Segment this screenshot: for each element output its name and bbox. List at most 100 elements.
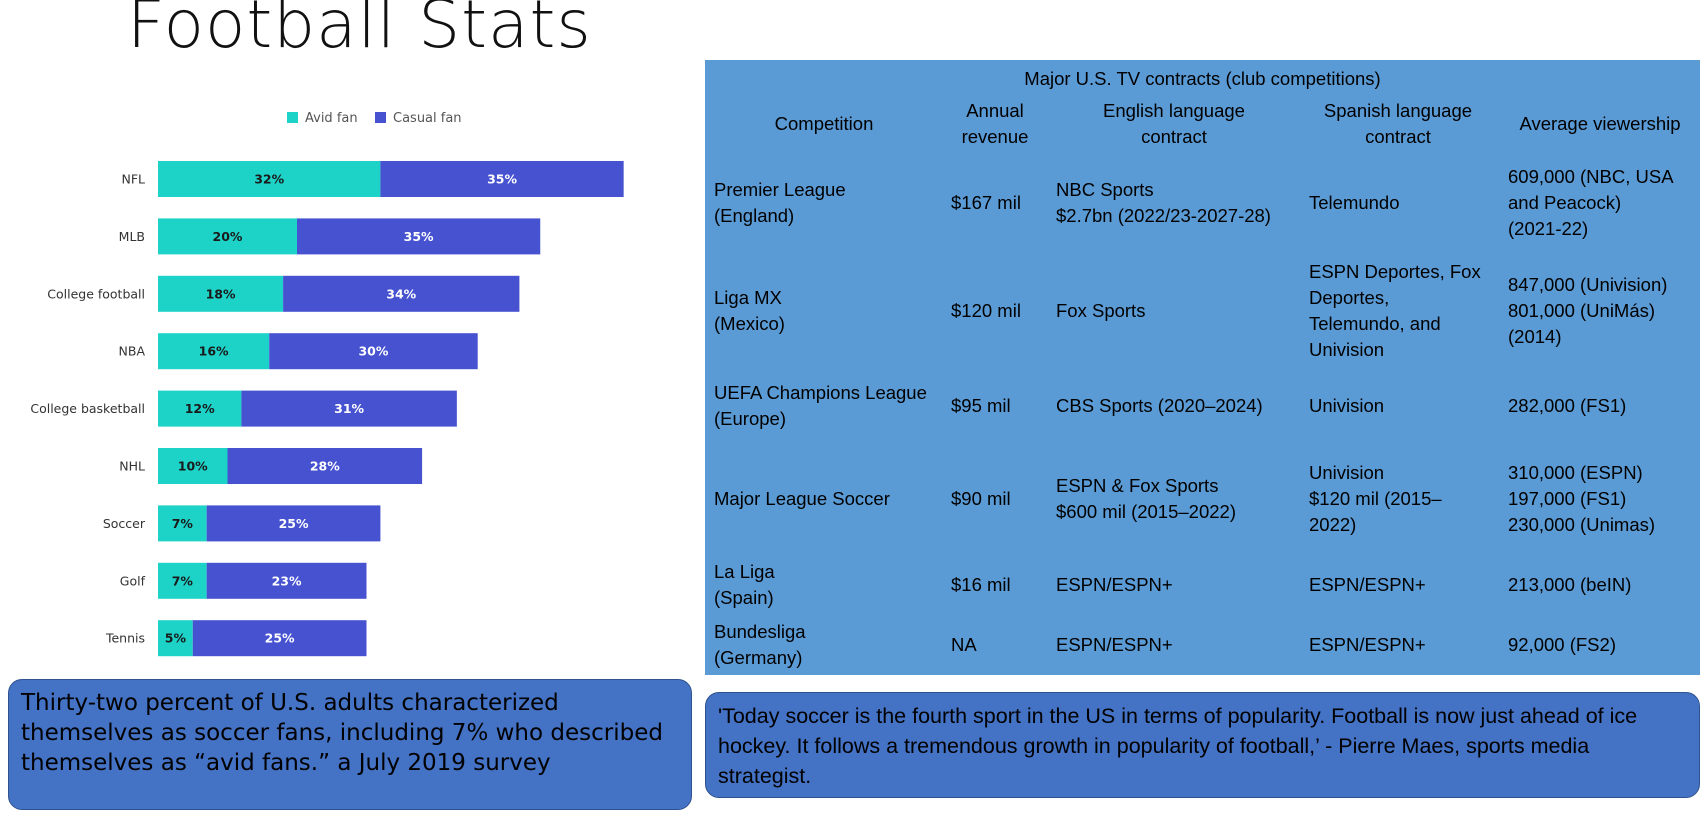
data-label-avid-fan-college-football: 18% — [206, 286, 236, 301]
header-line: English language — [1103, 100, 1245, 121]
cell-line: $2.7bn (2022/23-2027-28) — [1056, 205, 1271, 226]
table-cell-annual-revenue: $16 mil — [951, 555, 1051, 615]
cell-line: ESPN/ESPN+ — [1056, 574, 1173, 595]
table-cell-spanish-contract: Univision $120 mil (2015– 2022) — [1309, 444, 1504, 554]
cell-line: 847,000 (Univision) — [1508, 274, 1668, 295]
legend-label-casual-fan: Casual fan — [393, 111, 462, 126]
cell-line: $120 mil (2015– — [1309, 488, 1442, 509]
legend-swatch-avid-fan — [287, 112, 298, 123]
bar-avid-fan-soccer — [158, 505, 207, 542]
table-cell-annual-revenue: $167 mil — [951, 158, 1051, 248]
bar-avid-fan-nhl — [158, 448, 228, 484]
cell-line: ESPN/ESPN+ — [1309, 574, 1426, 595]
data-label-casual-fan-mlb: 35% — [404, 229, 434, 244]
category-label-mlb: MLB — [119, 229, 145, 244]
header-line: Competition — [774, 113, 874, 134]
table-caption: Major U.S. TV contracts (club competitio… — [1024, 68, 1381, 89]
data-label-avid-fan-mlb: 20% — [213, 229, 243, 244]
legend-swatch-casual-fan — [375, 112, 386, 123]
header-line: contract — [1141, 126, 1207, 147]
quote-note: 'Today soccer is the fourth sport in the… — [705, 692, 1700, 798]
bar-casual-fan-nhl — [227, 448, 423, 484]
bar-casual-fan-college-basketball — [241, 390, 457, 427]
table-cell-annual-revenue: NA — [951, 615, 1051, 675]
cell-line: Univision — [1309, 339, 1385, 360]
category-label-nfl: NFL — [121, 172, 145, 187]
category-label-golf: Golf — [120, 573, 146, 588]
cell-line: 801,000 (UniMás) — [1508, 300, 1656, 321]
cell-line: 197,000 (FS1) — [1508, 488, 1627, 509]
cell-line: $16 mil — [951, 574, 1011, 595]
cell-line: $600 mil (2015–2022) — [1056, 501, 1236, 522]
cell-line: 213,000 (beIN) — [1508, 574, 1632, 595]
category-label-college-football: College football — [47, 286, 145, 301]
cell-line: $95 mil — [951, 394, 1011, 416]
bar-avid-fan-tennis — [158, 620, 193, 657]
table-cell-spanish-contract: ESPN/ESPN+ — [1309, 555, 1504, 615]
table-cell-average-viewership: 282,000 (FS1) — [1508, 368, 1698, 443]
cell-line: Liga MX — [714, 287, 782, 308]
bar-casual-fan-nfl — [380, 161, 624, 197]
header-line: Average viewership — [1519, 113, 1681, 134]
table-cell-average-viewership: 609,000 (NBC, USA and Peacock) (2021-22) — [1508, 158, 1698, 248]
header-line: Spanish language — [1323, 100, 1473, 121]
tv-contracts-table: Major U.S. TV contracts (club competitio… — [705, 60, 1700, 675]
data-label-casual-fan-tennis: 25% — [265, 631, 295, 646]
cell-line: Telemundo, and — [1309, 313, 1441, 334]
category-label-tennis: Tennis — [105, 631, 145, 646]
header-line: Annual — [966, 100, 1024, 121]
header-annual-revenue: Annual revenue — [940, 98, 1050, 150]
data-label-casual-fan-nba: 30% — [358, 344, 388, 359]
table-cell-competition: UEFA Champions League (Europe) — [714, 368, 949, 443]
cell-line: (Spain) — [714, 587, 774, 608]
cell-line: $167 mil — [951, 192, 1021, 213]
bar-casual-fan-soccer — [206, 505, 381, 542]
table-cell-english-contract: NBC Sports $2.7bn (2022/23-2027-28) — [1056, 158, 1306, 248]
bar-casual-fan-college-football — [283, 275, 520, 312]
fan-share-bar-chart: Avid fan Casual fan NFL 32% 35% MLB 20% 35% Coll… — [30, 111, 624, 657]
bar-avid-fan-golf — [158, 562, 207, 599]
category-label-soccer: Soccer — [103, 516, 146, 531]
cell-line: ESPN Deportes, Fox — [1309, 261, 1481, 282]
bar-casual-fan-golf — [206, 562, 367, 599]
header-line: revenue — [961, 126, 1029, 147]
header-spanish-contract: Spanish language contract — [1288, 98, 1508, 150]
table-cell-annual-revenue: $120 mil — [951, 256, 1051, 366]
table-cell-english-contract: ESPN/ESPN+ — [1056, 615, 1306, 675]
bar-avid-fan-college-football — [158, 275, 284, 312]
cell-line: Telemundo — [1309, 192, 1400, 213]
data-label-avid-fan-college-basketball: 12% — [185, 401, 215, 416]
cell-line: (Germany) — [714, 647, 803, 668]
cell-line: Premier League — [714, 179, 846, 200]
cell-line: 609,000 (NBC, USA — [1508, 166, 1674, 187]
cell-line: Fox Sports — [1056, 300, 1146, 321]
data-label-avid-fan-golf: 7% — [172, 573, 194, 588]
cell-line: Major League Soccer — [714, 488, 890, 509]
table-cell-spanish-contract: ESPN Deportes, Fox Deportes, Telemundo, an… — [1309, 256, 1504, 366]
data-label-casual-fan-college-football: 34% — [386, 286, 416, 301]
cell-line: 310,000 (ESPN) — [1508, 462, 1643, 483]
page-title: Football Stats — [127, 0, 592, 63]
data-label-casual-fan-golf: 23% — [272, 573, 302, 588]
survey-note: Thirty-two percent of U.S. adults charac… — [8, 679, 692, 810]
bar-avid-fan-nba — [158, 333, 270, 370]
cell-line: NBC Sports — [1056, 179, 1154, 200]
cell-line: 282,000 (FS1) — [1508, 394, 1627, 416]
cell-line: CBS Sports (2020–2024) — [1056, 394, 1263, 416]
data-label-casual-fan-soccer: 25% — [279, 516, 309, 531]
bar-avid-fan-college-basketball — [158, 390, 242, 427]
cell-line: $120 mil — [951, 300, 1021, 321]
data-label-avid-fan-nhl: 10% — [178, 459, 208, 474]
table-cell-competition: Bundesliga (Germany) — [714, 615, 949, 675]
category-label-nba: NBA — [119, 344, 146, 359]
table-cell-english-contract: ESPN & Fox Sports $600 mil (2015–2022) — [1056, 444, 1306, 554]
header-english-contract: English language contract — [1044, 98, 1304, 150]
table-cell-average-viewership: 213,000 (beIN) — [1508, 555, 1698, 615]
header-average-viewership: Average viewership — [1500, 98, 1700, 150]
bar-casual-fan-tennis — [192, 620, 367, 657]
cell-line: and Peacock) — [1508, 192, 1622, 213]
table-cell-english-contract: ESPN/ESPN+ — [1056, 555, 1306, 615]
table-cell-competition: Liga MX (Mexico) — [714, 256, 949, 366]
cell-line: 2022) — [1309, 514, 1357, 535]
cell-line: NA — [951, 634, 977, 655]
